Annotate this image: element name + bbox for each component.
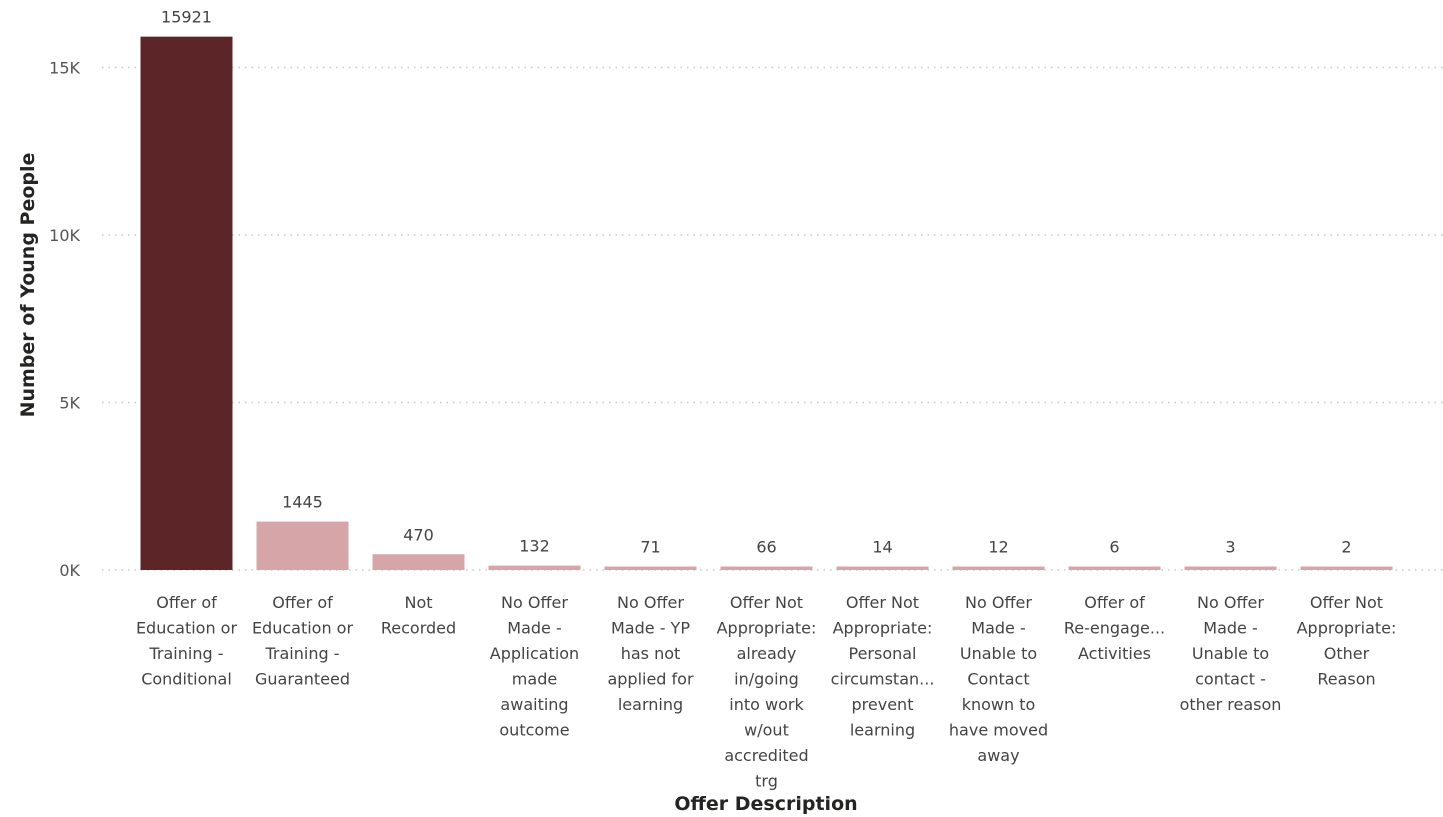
category-label-line: No Offer	[1197, 593, 1264, 612]
category-label-line: Appropriate:	[717, 619, 817, 638]
data-label: 15921	[161, 8, 212, 27]
y-axis-ticks: 0K 5K 10K 15K	[49, 59, 80, 581]
bar[interactable]	[372, 554, 465, 570]
category-label-line: Unable to	[1192, 644, 1269, 663]
category-label: Offer Not Appropriate: Personal circumstan.…	[831, 593, 935, 740]
category-label-line: has not	[621, 644, 681, 663]
category-label-line: Guaranteed	[255, 670, 350, 689]
category-label-line: w/out	[744, 721, 789, 740]
data-label: 6	[1109, 538, 1119, 557]
bar[interactable]	[836, 566, 929, 571]
category-label-line: Activities	[1078, 644, 1151, 663]
category-label-line: Made -	[971, 619, 1025, 638]
data-label: 71	[640, 538, 660, 557]
bar[interactable]	[1184, 566, 1277, 571]
data-label: 14	[872, 538, 892, 557]
category-label-line: Offer Not	[846, 593, 919, 612]
category-label-line: trg	[755, 772, 778, 791]
category-label-line: Re-engage...	[1064, 619, 1165, 638]
data-label: 12	[988, 538, 1008, 557]
category-label-line: Conditional	[141, 670, 232, 689]
category-label-line: Unable to	[960, 644, 1037, 663]
category-label-line: have moved	[949, 721, 1048, 740]
category-label-line: known to	[962, 695, 1036, 714]
category-label: No Offer Made - YP has not applied for learn…	[607, 593, 694, 714]
category-label-line: Personal	[848, 644, 916, 663]
x-axis-category-labels: Offer of Education or Training - Conditiona…	[136, 593, 1396, 791]
category-label-line: Contact	[967, 670, 1029, 689]
category-label-line: into work	[729, 695, 804, 714]
category-label-line: Offer of	[272, 593, 333, 612]
category-label: Offer Not Appropriate: Other Reason	[1297, 593, 1397, 689]
category-label-line: awaiting	[500, 695, 568, 714]
category-label: Not Recorded	[381, 593, 456, 638]
category-label-line: already	[737, 644, 797, 663]
y-tick-label: 10K	[49, 226, 80, 245]
y-tick-label: 15K	[49, 59, 80, 78]
category-label-line: Made -	[1203, 619, 1257, 638]
category-label-line: made	[512, 670, 557, 689]
category-label-line: prevent	[852, 695, 914, 714]
data-label: 132	[519, 537, 550, 556]
category-label-line: No Offer	[501, 593, 568, 612]
category-label-line: other reason	[1180, 695, 1282, 714]
category-label-line: Application	[490, 644, 579, 663]
data-label: 2	[1341, 538, 1351, 557]
category-label-line: Offer Not	[1310, 593, 1383, 612]
category-label: Offer of Education or Training - Conditiona…	[136, 593, 238, 689]
category-label: Offer of Re-engage... Activities	[1064, 593, 1165, 663]
category-label-line: contact -	[1195, 670, 1266, 689]
category-label-line: Education or	[136, 619, 238, 638]
data-label: 66	[756, 538, 776, 557]
category-label: No Offer Made - Unable to Contact known to ha…	[949, 593, 1048, 765]
category-label-line: No Offer	[965, 593, 1032, 612]
data-labels: 15921 1445 470 132 71 66 14 12 6 3 2	[161, 8, 1352, 557]
category-label: Offer Not Appropriate: already in/going into…	[717, 593, 817, 791]
data-label: 1445	[282, 493, 323, 512]
category-label-line: Offer Not	[730, 593, 803, 612]
category-label: No Offer Made - Unable to contact - other re…	[1180, 593, 1282, 714]
category-label-line: accredited	[724, 746, 808, 765]
category-label-line: learning	[618, 695, 683, 714]
bars	[140, 36, 1393, 571]
y-tick-label: 0K	[59, 561, 80, 580]
x-axis-title: Offer Description	[674, 793, 857, 815]
category-label-line: Education or	[252, 619, 354, 638]
category-label-line: Training -	[265, 644, 340, 663]
y-tick-label: 5K	[59, 394, 80, 413]
category-label-line: Appropriate:	[833, 619, 933, 638]
category-label-line: Reason	[1317, 670, 1375, 689]
bar[interactable]	[488, 565, 581, 570]
bar[interactable]	[604, 566, 697, 571]
category-label-line: Made - YP	[611, 619, 690, 638]
bar[interactable]	[1300, 566, 1393, 571]
category-label-line: circumstan...	[831, 670, 935, 689]
category-label: No Offer Made - Application made awaiting out…	[490, 593, 579, 740]
data-label: 470	[403, 525, 434, 544]
bar[interactable]	[720, 566, 813, 571]
data-label: 3	[1225, 538, 1235, 557]
category-label: Offer of Education or Training - Guaranteed	[252, 593, 354, 689]
category-label-line: Other	[1324, 644, 1370, 663]
category-label-line: Recorded	[381, 619, 456, 638]
category-label-line: Training -	[149, 644, 224, 663]
category-label-line: outcome	[499, 721, 569, 740]
category-label-line: Appropriate:	[1297, 619, 1397, 638]
category-label-line: Made -	[507, 619, 561, 638]
bar[interactable]	[140, 36, 233, 571]
y-axis-title: Number of Young People	[17, 153, 39, 418]
category-label-line: Offer of	[156, 593, 217, 612]
category-label-line: No Offer	[617, 593, 684, 612]
category-label-line: applied for	[607, 670, 694, 689]
category-label-line: Offer of	[1084, 593, 1145, 612]
bar[interactable]	[1068, 566, 1161, 571]
category-label-line: in/going	[734, 670, 799, 689]
bar[interactable]	[952, 566, 1045, 571]
category-label-line: away	[977, 746, 1019, 765]
category-label-line: Not	[404, 593, 432, 612]
bar[interactable]	[256, 521, 349, 570]
category-label-line: learning	[850, 721, 915, 740]
